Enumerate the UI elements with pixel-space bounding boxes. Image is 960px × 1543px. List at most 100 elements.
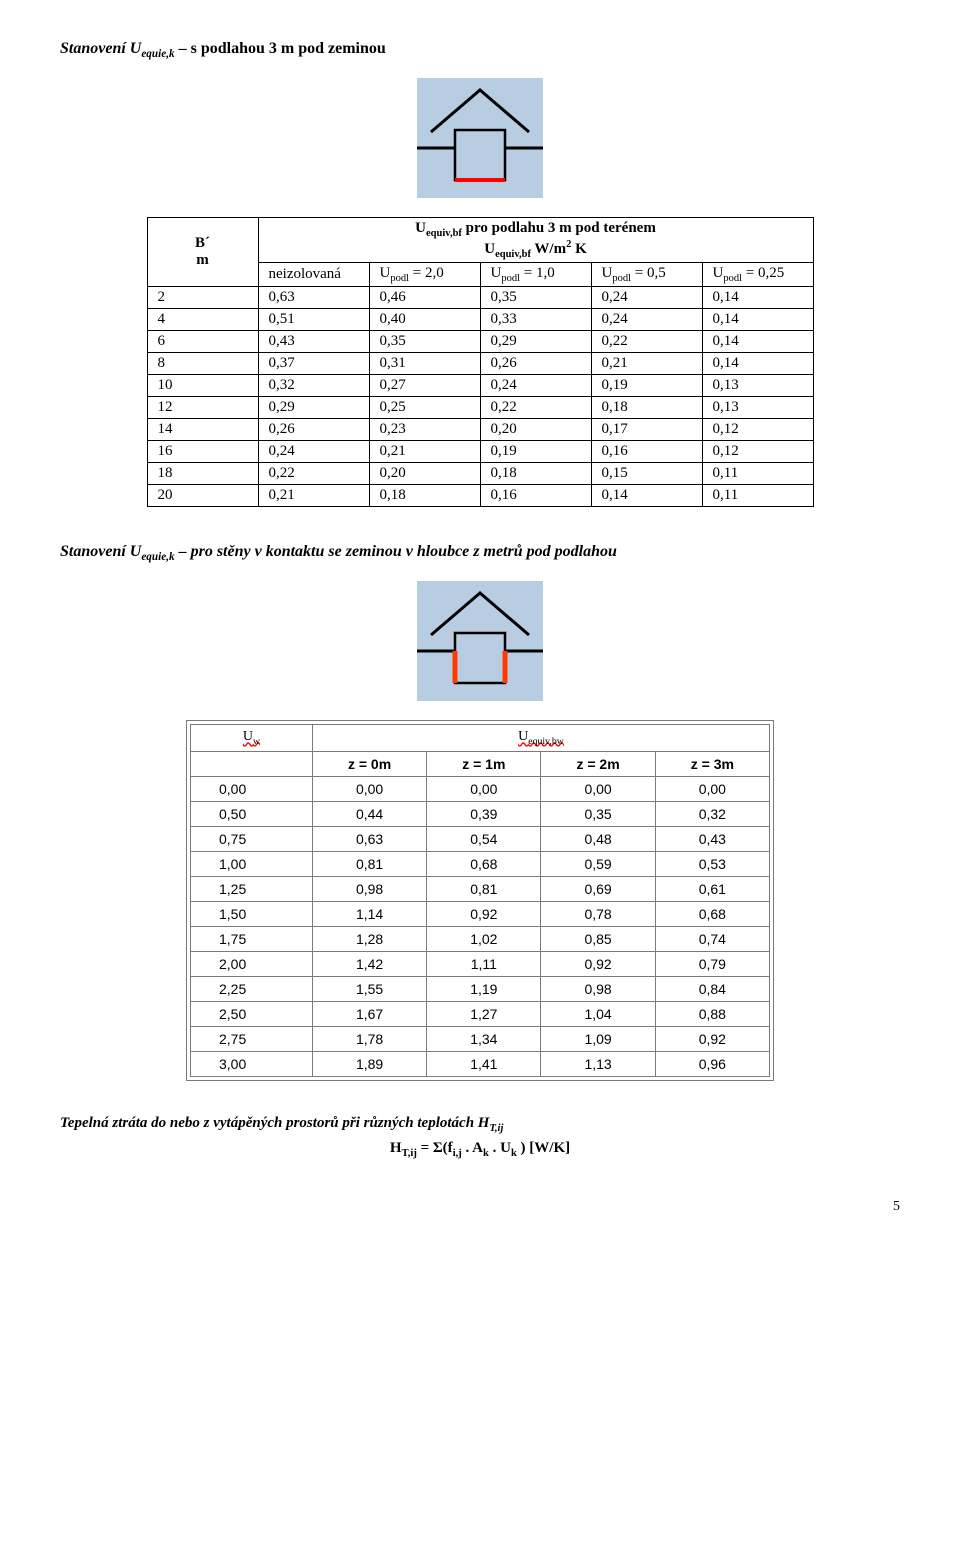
cell: 0,68 xyxy=(427,852,541,877)
table-uequiv-wall: Uw Uequiv,bw z = 0mz = 1mz = 2mz = 3m 0,… xyxy=(190,724,770,1077)
cell: 1,75 xyxy=(191,927,313,952)
cell: 2,00 xyxy=(191,952,313,977)
hdr-uequivbw: Uequiv,bw xyxy=(312,725,769,752)
cell: 0,00 xyxy=(541,777,655,802)
table-row: 200,210,180,160,140,11 xyxy=(147,485,813,507)
cell: 0,27 xyxy=(369,375,480,397)
cell: 1,34 xyxy=(427,1027,541,1052)
diagram1-wrap xyxy=(60,78,900,203)
table-row: 0,750,630,540,480,43 xyxy=(191,827,770,852)
cell: 1,09 xyxy=(541,1027,655,1052)
cell: 0,22 xyxy=(591,331,702,353)
cell: 0,18 xyxy=(369,485,480,507)
z-header: z = 3m xyxy=(655,752,769,777)
cell: 0,19 xyxy=(480,441,591,463)
cell: 1,11 xyxy=(427,952,541,977)
cell: 0,35 xyxy=(369,331,480,353)
cell: 1,25 xyxy=(191,877,313,902)
cell: 0,22 xyxy=(480,397,591,419)
cell: 0,35 xyxy=(480,287,591,309)
cell: 2,75 xyxy=(191,1027,313,1052)
cell: 0,24 xyxy=(591,287,702,309)
cell: 0,88 xyxy=(655,1002,769,1027)
table-row: 80,370,310,260,210,14 xyxy=(147,353,813,375)
cell: 0,14 xyxy=(702,287,813,309)
cell: 0,79 xyxy=(655,952,769,977)
z-header: z = 2m xyxy=(541,752,655,777)
cell: 12 xyxy=(147,397,258,419)
cell: 0,00 xyxy=(427,777,541,802)
cell: 1,02 xyxy=(427,927,541,952)
cell: 0,96 xyxy=(655,1052,769,1077)
cell: 1,14 xyxy=(312,902,426,927)
cell: 0,22 xyxy=(258,463,369,485)
cell: 0,14 xyxy=(702,309,813,331)
cell: 0,18 xyxy=(480,463,591,485)
cell: 0,00 xyxy=(191,777,313,802)
cell: 0,18 xyxy=(591,397,702,419)
cell: 0,13 xyxy=(702,397,813,419)
cell: 6 xyxy=(147,331,258,353)
cell: 0,21 xyxy=(369,441,480,463)
cell: 0,98 xyxy=(312,877,426,902)
cell: 0,20 xyxy=(480,419,591,441)
table2-wrapper: Uw Uequiv,bw z = 0mz = 1mz = 2mz = 3m 0,… xyxy=(186,720,774,1081)
cell: 1,19 xyxy=(427,977,541,1002)
table-row: 0,500,440,390,350,32 xyxy=(191,802,770,827)
table-row: 2,251,551,190,980,84 xyxy=(191,977,770,1002)
cell: 0,17 xyxy=(591,419,702,441)
table-row: 3,001,891,411,130,96 xyxy=(191,1052,770,1077)
heat-loss-para: Tepelná ztráta do nebo z vytápěných pros… xyxy=(60,1115,900,1134)
cell: 0,24 xyxy=(480,375,591,397)
cell: 0,54 xyxy=(427,827,541,852)
house-diagram-wall xyxy=(417,581,543,701)
cell: 0,12 xyxy=(702,441,813,463)
cell: 1,78 xyxy=(312,1027,426,1052)
cell: 0,37 xyxy=(258,353,369,375)
cell: 0,00 xyxy=(312,777,426,802)
diagram2-wrap xyxy=(60,581,900,706)
cell: 0,61 xyxy=(655,877,769,902)
cell: 20 xyxy=(147,485,258,507)
cell: 0,21 xyxy=(258,485,369,507)
cell: 0,16 xyxy=(591,441,702,463)
cell: 16 xyxy=(147,441,258,463)
cell: 2,25 xyxy=(191,977,313,1002)
house-diagram-floor xyxy=(417,78,543,198)
cell: 0,84 xyxy=(655,977,769,1002)
cell: 1,13 xyxy=(541,1052,655,1077)
cell: 0,26 xyxy=(480,353,591,375)
cell: 0,68 xyxy=(655,902,769,927)
cell: 0,11 xyxy=(702,485,813,507)
table-row: 60,430,350,290,220,14 xyxy=(147,331,813,353)
cell: 0,25 xyxy=(369,397,480,419)
blank-cell xyxy=(191,752,313,777)
cell: 0,16 xyxy=(480,485,591,507)
table-row: 120,290,250,220,180,13 xyxy=(147,397,813,419)
table-row: 0,000,000,000,000,00 xyxy=(191,777,770,802)
table-row: 1,250,980,810,690,61 xyxy=(191,877,770,902)
cell: 0,00 xyxy=(655,777,769,802)
cell: 0,21 xyxy=(591,353,702,375)
cell: 0,26 xyxy=(258,419,369,441)
cell: 1,41 xyxy=(427,1052,541,1077)
cell: 0,29 xyxy=(258,397,369,419)
table-row: 40,510,400,330,240,14 xyxy=(147,309,813,331)
cell: 0,20 xyxy=(369,463,480,485)
equation: HT,ij = Σ(fi,j . Ak . Uk ) [W/K] xyxy=(60,1140,900,1159)
cell: 4 xyxy=(147,309,258,331)
cell: 0,32 xyxy=(258,375,369,397)
cell: 1,55 xyxy=(312,977,426,1002)
cell: 0,75 xyxy=(191,827,313,852)
table-row: 1,751,281,020,850,74 xyxy=(191,927,770,952)
cell: 0,24 xyxy=(258,441,369,463)
cell: 0,92 xyxy=(655,1027,769,1052)
table1-colhdr: neizolovaná xyxy=(258,263,369,287)
cell: 0,43 xyxy=(655,827,769,852)
table1-colhdr: Upodl = 2,0 xyxy=(369,263,480,287)
cell: 0,15 xyxy=(591,463,702,485)
table1-caption: Uequiv,bf pro podlahu 3 m pod terénem Ue… xyxy=(258,218,813,263)
cell: 0,43 xyxy=(258,331,369,353)
cell: 0,48 xyxy=(541,827,655,852)
cell: 0,13 xyxy=(702,375,813,397)
